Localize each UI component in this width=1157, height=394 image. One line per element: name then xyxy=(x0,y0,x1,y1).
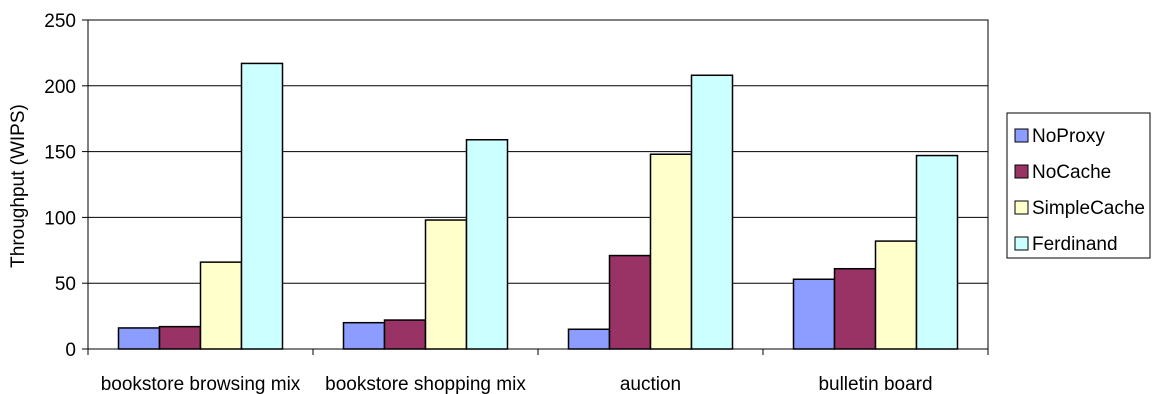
legend-label-nocache: NoCache xyxy=(1032,162,1111,183)
x-category-label: bookstore shopping mix xyxy=(325,374,526,394)
bar-simplecache-3 xyxy=(874,240,918,350)
bar-noproxy-2 xyxy=(567,328,611,350)
legend-label-ferdinand: Ferdinand xyxy=(1032,234,1118,255)
legend-swatch-simplecache xyxy=(1014,200,1029,215)
bar-nocache-3 xyxy=(833,267,877,350)
bar-ferdinand-0 xyxy=(240,62,284,350)
bar-nocache-2 xyxy=(608,254,652,350)
legend-box xyxy=(1006,112,1151,259)
legend-label-noproxy: NoProxy xyxy=(1032,126,1105,147)
y-tick-label: 100 xyxy=(44,208,76,229)
bar-nocache-0 xyxy=(158,325,202,350)
y-axis-label: Throughput (WIPS) xyxy=(8,104,29,268)
x-category-label: bookstore browsing mix xyxy=(101,374,301,394)
y-tick-label: 50 xyxy=(55,274,76,295)
axes: 0 50 100 150 200 250 bookstore browsing mix boo… xyxy=(44,11,989,394)
legend: NoProxy NoCache SimpleCache Ferdinand xyxy=(1006,112,1151,259)
bar-simplecache-0 xyxy=(199,261,243,350)
bar-noproxy-3 xyxy=(792,278,836,350)
bar-noproxy-1 xyxy=(342,321,386,350)
x-category-label: bulletin board xyxy=(818,374,932,394)
bar-ferdinand-3 xyxy=(915,154,959,350)
y-tick-label: 250 xyxy=(44,11,76,32)
x-category-label: auction xyxy=(620,374,681,394)
bar-simplecache-2 xyxy=(649,153,693,350)
bar-ferdinand-1 xyxy=(465,139,509,350)
bar-ferdinand-2 xyxy=(690,74,734,350)
y-tick-label: 0 xyxy=(65,340,76,361)
legend-swatch-ferdinand xyxy=(1014,236,1029,251)
bar-simplecache-1 xyxy=(424,219,468,350)
bars xyxy=(117,62,959,350)
legend-swatch-nocache xyxy=(1014,164,1029,179)
legend-swatch-noproxy xyxy=(1014,128,1029,143)
bar-nocache-1 xyxy=(383,319,427,350)
legend-label-simplecache: SimpleCache xyxy=(1032,198,1145,219)
bar-noproxy-0 xyxy=(117,327,161,350)
y-tick-label: 150 xyxy=(44,143,76,164)
y-tick-label: 200 xyxy=(44,77,76,98)
